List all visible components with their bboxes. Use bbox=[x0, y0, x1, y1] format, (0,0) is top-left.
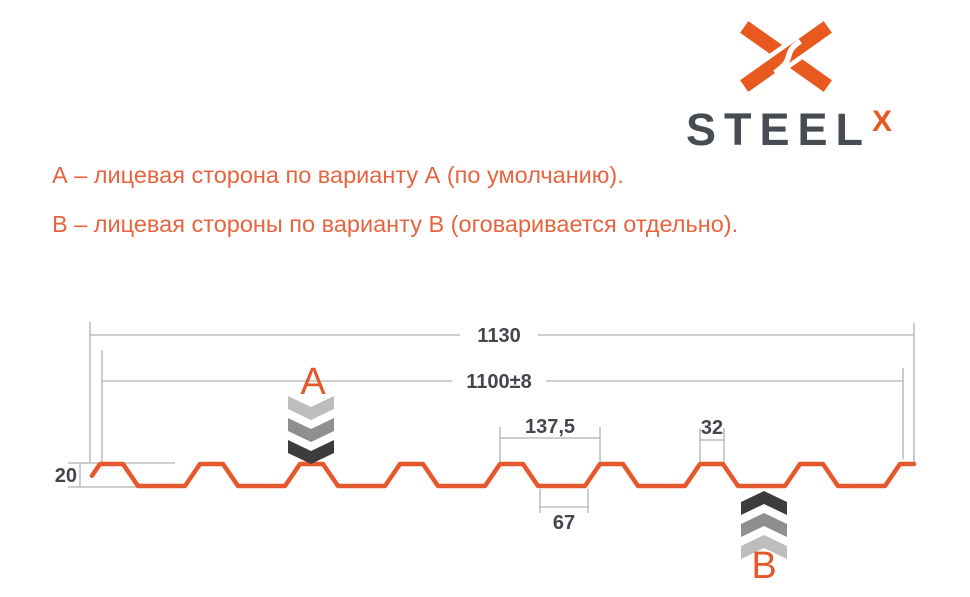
dim-label-ribbottom: 67 bbox=[553, 512, 575, 534]
dim-label-pitch: 137,5 bbox=[525, 416, 575, 438]
dim-label-ribtop: 32 bbox=[701, 417, 723, 439]
brand-wordmark: STEELX bbox=[686, 104, 892, 156]
brand-x-superscript: X bbox=[872, 105, 893, 138]
label-mask-working bbox=[452, 372, 546, 390]
marker-b-chevron-2 bbox=[741, 513, 787, 537]
marker-a-chevron-2 bbox=[288, 418, 334, 442]
marker-a-chevron-3 bbox=[288, 440, 334, 464]
profile-sheet-outline bbox=[89, 461, 917, 489]
logo-x-icon bbox=[737, 19, 835, 94]
note-variant-b: В – лицевая стороны по варианту В (огова… bbox=[52, 211, 739, 237]
label-side-a: A bbox=[300, 361, 326, 403]
label-side-b: B bbox=[751, 545, 776, 587]
label-mask-overall bbox=[460, 326, 538, 344]
direction-chevrons bbox=[288, 396, 787, 559]
marker-a-chevron-1 bbox=[288, 396, 334, 420]
brand-steel-text: STEEL bbox=[686, 104, 872, 155]
marker-b-chevron-3 bbox=[741, 535, 787, 559]
marker-b-chevron-1 bbox=[741, 491, 787, 515]
dim-label-working: 1100±8 bbox=[466, 371, 532, 393]
note-variant-a: А – лицевая сторона по варианту А (по ум… bbox=[52, 162, 624, 188]
dim-label-overall: 1130 bbox=[477, 325, 520, 347]
dim-label-height: 20 bbox=[55, 465, 77, 487]
